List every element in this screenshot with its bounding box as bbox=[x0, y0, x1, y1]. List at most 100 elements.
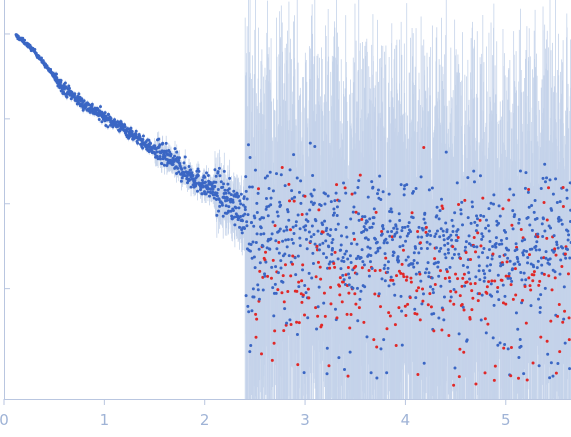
data-point bbox=[276, 271, 280, 275]
data-point bbox=[466, 258, 470, 262]
data-point bbox=[298, 244, 302, 248]
data-point bbox=[234, 206, 238, 210]
data-point bbox=[293, 195, 297, 199]
outlier-point bbox=[454, 272, 458, 276]
data-point bbox=[268, 247, 272, 251]
data-point bbox=[511, 209, 515, 213]
data-point bbox=[511, 227, 515, 231]
data-point bbox=[543, 180, 547, 184]
data-point bbox=[200, 178, 204, 182]
data-point bbox=[153, 152, 157, 156]
outlier-point bbox=[443, 276, 447, 280]
data-point bbox=[526, 215, 530, 219]
data-point bbox=[437, 316, 441, 320]
outlier-point bbox=[440, 204, 444, 208]
data-point bbox=[534, 248, 538, 252]
outlier-point bbox=[360, 266, 364, 270]
data-point bbox=[414, 296, 418, 300]
outlier-point bbox=[422, 145, 426, 149]
data-point bbox=[361, 260, 365, 264]
data-point bbox=[63, 92, 67, 96]
data-point bbox=[494, 236, 498, 240]
outlier-point bbox=[327, 364, 331, 368]
data-point bbox=[540, 263, 544, 267]
data-point bbox=[394, 224, 398, 228]
data-point bbox=[310, 194, 314, 198]
outlier-point bbox=[524, 321, 528, 325]
data-point bbox=[388, 219, 392, 223]
data-point bbox=[311, 261, 315, 265]
data-point bbox=[453, 247, 457, 251]
data-point bbox=[482, 279, 486, 283]
data-point bbox=[81, 108, 85, 112]
data-point bbox=[244, 294, 248, 298]
data-point bbox=[528, 223, 532, 227]
data-point bbox=[334, 228, 338, 232]
data-point bbox=[218, 204, 222, 208]
data-point bbox=[465, 338, 469, 342]
data-point bbox=[381, 190, 385, 194]
data-point bbox=[481, 235, 485, 239]
outlier-point bbox=[532, 270, 536, 274]
data-point bbox=[109, 117, 113, 121]
data-point bbox=[472, 245, 476, 249]
data-point bbox=[422, 217, 426, 221]
data-point bbox=[325, 346, 329, 350]
data-point bbox=[464, 240, 468, 244]
data-point bbox=[530, 228, 534, 232]
outlier-point bbox=[297, 321, 301, 325]
data-point bbox=[215, 213, 219, 217]
data-point bbox=[391, 238, 395, 242]
data-point bbox=[177, 158, 181, 162]
data-point bbox=[319, 204, 323, 208]
data-point bbox=[274, 239, 278, 243]
data-point bbox=[222, 182, 226, 186]
outlier-point bbox=[547, 186, 551, 190]
data-point bbox=[291, 225, 295, 229]
data-point bbox=[349, 260, 353, 264]
outlier-point bbox=[505, 260, 509, 264]
outlier-point bbox=[379, 305, 383, 309]
data-point bbox=[243, 208, 247, 212]
data-point bbox=[437, 274, 441, 278]
data-point bbox=[336, 257, 340, 261]
outlier-point bbox=[391, 278, 395, 282]
data-point bbox=[147, 138, 151, 142]
data-point bbox=[263, 272, 267, 276]
data-point bbox=[249, 343, 253, 347]
data-point bbox=[241, 219, 245, 223]
data-point bbox=[219, 180, 223, 184]
data-point bbox=[516, 260, 520, 264]
data-point bbox=[484, 226, 488, 230]
data-point bbox=[160, 162, 164, 166]
outlier-point bbox=[349, 313, 353, 317]
data-point bbox=[535, 266, 539, 270]
data-point bbox=[480, 293, 484, 297]
data-point bbox=[386, 260, 390, 264]
data-point bbox=[498, 214, 502, 218]
data-point bbox=[459, 212, 463, 216]
outlier-point bbox=[283, 263, 287, 267]
data-point bbox=[362, 229, 366, 233]
data-point bbox=[536, 232, 540, 236]
data-point bbox=[282, 229, 286, 233]
data-point bbox=[304, 291, 308, 295]
data-point bbox=[452, 252, 456, 256]
data-point bbox=[149, 142, 153, 146]
data-point bbox=[221, 185, 225, 189]
data-point bbox=[351, 286, 355, 290]
data-point bbox=[556, 362, 560, 366]
outlier-point bbox=[432, 329, 436, 333]
data-point bbox=[314, 219, 318, 223]
data-point bbox=[238, 199, 242, 203]
data-point bbox=[517, 218, 521, 222]
data-point bbox=[425, 267, 429, 271]
outlier-point bbox=[266, 274, 270, 278]
data-point bbox=[279, 259, 283, 263]
data-point bbox=[263, 274, 267, 278]
data-point bbox=[398, 245, 402, 249]
data-point bbox=[496, 343, 500, 347]
outlier-point bbox=[360, 217, 364, 221]
data-point bbox=[359, 289, 363, 293]
outlier-point bbox=[493, 279, 497, 283]
